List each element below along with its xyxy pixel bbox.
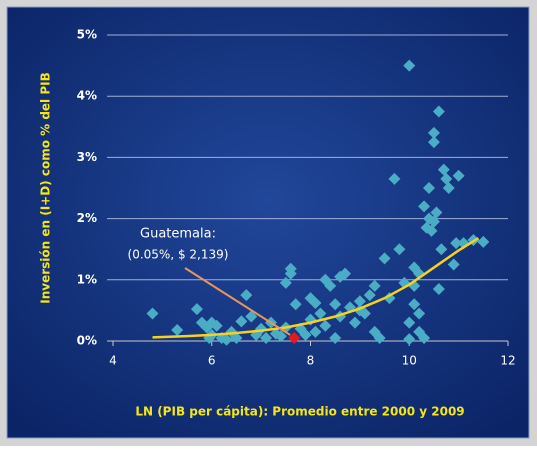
point xyxy=(403,316,416,329)
point xyxy=(309,297,322,310)
point xyxy=(477,235,490,248)
point xyxy=(171,323,184,336)
point xyxy=(329,298,342,311)
point xyxy=(240,289,253,302)
point xyxy=(368,279,381,292)
trendline xyxy=(152,237,480,339)
point xyxy=(425,224,438,237)
x-tick-label: 6 xyxy=(208,354,216,368)
y-tick-label: 3% xyxy=(77,150,97,164)
point xyxy=(210,319,223,332)
point xyxy=(432,282,445,295)
x-tick-label: 8 xyxy=(307,354,315,368)
point xyxy=(339,267,352,280)
point xyxy=(235,315,248,328)
point xyxy=(324,279,337,292)
point xyxy=(423,182,435,194)
highlight-point xyxy=(288,331,301,344)
x-tick-label: 4 xyxy=(109,354,117,368)
point xyxy=(388,172,401,185)
point xyxy=(378,252,391,265)
y-axis-label: Inversión en (I+D) como % del PIB xyxy=(39,72,53,304)
y-tick-label: 4% xyxy=(77,89,97,103)
annotation-label: Guatemala: xyxy=(140,227,216,242)
x-axis-label: LN (PIB per cápita): Promedio entre 2000… xyxy=(135,405,464,419)
point xyxy=(432,105,445,118)
point xyxy=(450,237,463,250)
annotation-text: (0.05%, $ 2,139) xyxy=(128,248,229,262)
y-tick-label: 1% xyxy=(77,272,97,286)
annotation-line xyxy=(184,267,291,336)
point xyxy=(418,331,431,344)
point xyxy=(427,136,440,149)
point xyxy=(190,303,203,316)
point xyxy=(435,243,448,256)
point xyxy=(363,289,376,302)
point xyxy=(447,258,460,271)
y-tick-label: 0% xyxy=(77,334,97,348)
point xyxy=(437,163,450,176)
point xyxy=(329,331,342,344)
point xyxy=(427,126,440,139)
point xyxy=(319,319,332,332)
point xyxy=(309,325,322,338)
point xyxy=(418,200,431,213)
point xyxy=(274,330,287,343)
point xyxy=(230,331,243,344)
point xyxy=(403,333,416,346)
point xyxy=(245,310,258,323)
point xyxy=(440,172,453,185)
point xyxy=(279,276,292,289)
y-tick-label: 2% xyxy=(77,211,97,225)
point xyxy=(393,243,406,256)
point xyxy=(430,206,443,219)
point xyxy=(413,307,426,320)
point xyxy=(403,59,416,72)
point xyxy=(289,298,302,311)
panel xyxy=(6,6,530,439)
point xyxy=(353,295,366,308)
point xyxy=(373,331,386,344)
point xyxy=(408,298,421,311)
x-tick-label: 12 xyxy=(500,354,515,368)
point xyxy=(348,316,361,329)
point xyxy=(442,182,455,194)
x-tick-label: 10 xyxy=(402,354,417,368)
point xyxy=(358,307,371,320)
point xyxy=(284,262,297,275)
point xyxy=(452,169,465,182)
y-tick-label: 5% xyxy=(77,28,97,42)
point xyxy=(146,307,159,320)
point xyxy=(220,333,233,346)
point xyxy=(299,328,312,341)
point xyxy=(427,215,440,228)
point xyxy=(260,331,273,344)
point xyxy=(314,307,327,320)
